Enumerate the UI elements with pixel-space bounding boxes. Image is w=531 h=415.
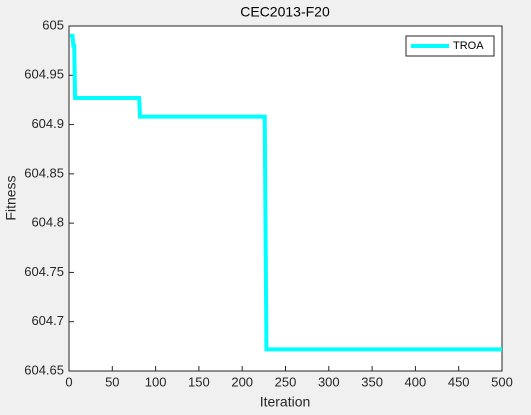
y-tick-label: 604.8 xyxy=(31,215,64,230)
x-tick-label: 500 xyxy=(491,374,513,389)
x-axis-label: Iteration xyxy=(260,394,311,410)
x-tick-label: 400 xyxy=(405,374,427,389)
x-tick-label: 450 xyxy=(448,374,470,389)
legend-box xyxy=(405,35,495,57)
y-tick-label: 604.9 xyxy=(31,116,64,131)
y-tick-label: 604.85 xyxy=(24,165,64,180)
x-tick-label: 50 xyxy=(105,374,119,389)
y-tick-label: 605 xyxy=(42,17,64,32)
y-tick-label: 604.7 xyxy=(31,313,64,328)
x-tick-label: 0 xyxy=(65,374,72,389)
x-tick-label: 250 xyxy=(275,374,297,389)
y-tick-label: 604.65 xyxy=(24,362,64,377)
x-tick-label: 100 xyxy=(145,374,167,389)
x-tick-label: 300 xyxy=(318,374,340,389)
x-tick-label: 150 xyxy=(188,374,210,389)
y-tick-label: 604.75 xyxy=(24,264,64,279)
y-axis-label: Fitness xyxy=(3,175,19,220)
x-tick-label: 200 xyxy=(231,374,253,389)
plot-area xyxy=(68,25,503,372)
y-tick-label: 604.95 xyxy=(24,67,64,82)
chart-title: CEC2013-F20 xyxy=(240,4,330,20)
x-tick-label: 350 xyxy=(361,374,383,389)
legend-label: TROA xyxy=(453,40,484,52)
series-line xyxy=(69,33,502,352)
